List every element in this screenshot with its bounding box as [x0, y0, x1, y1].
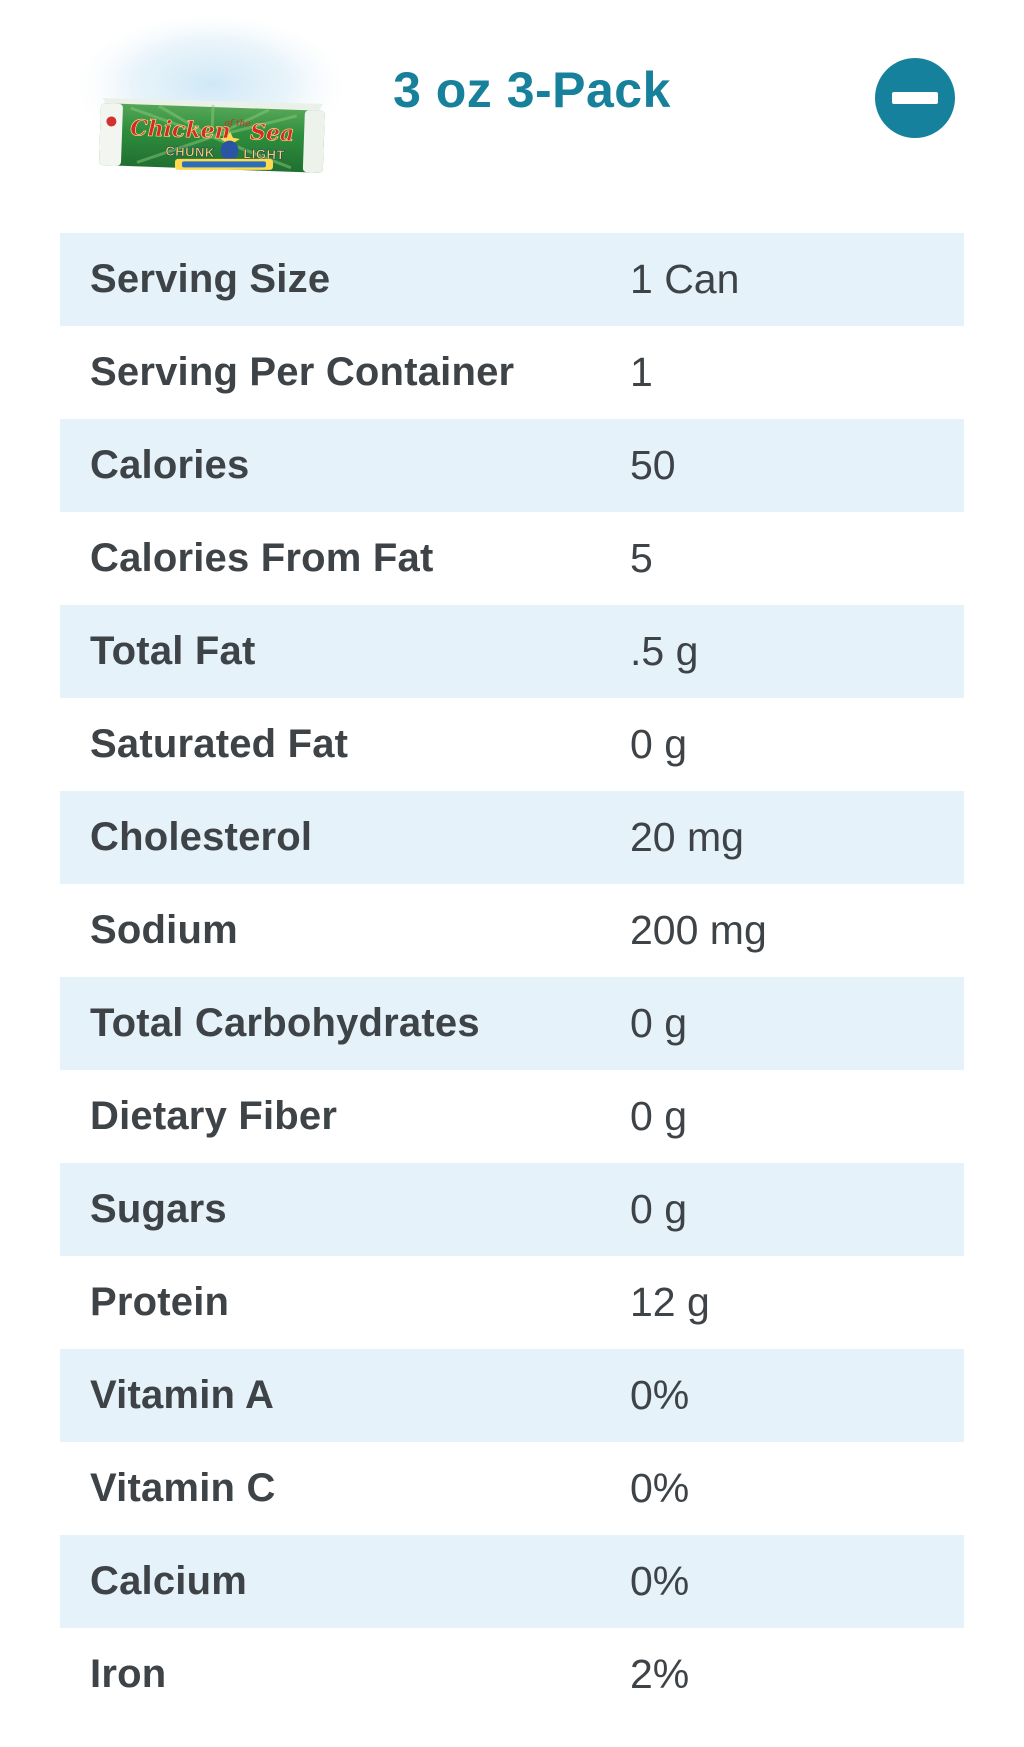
nutrient-label: Vitamin A	[90, 1373, 275, 1417]
product-box-illustration: Chicken of the Sea CHUNK LIGHT	[79, 17, 343, 173]
nutrient-value: 0 g	[630, 1093, 687, 1139]
nutrition-row: Calories From Fat 5	[60, 512, 964, 605]
nutrition-row: Protein 12 g	[60, 1256, 964, 1349]
nutrient-value: 20 mg	[630, 814, 744, 860]
nutrient-value: 2%	[630, 1651, 690, 1697]
nutrient-value: 0 g	[630, 1186, 687, 1232]
nutrient-value: 0%	[630, 1465, 690, 1511]
nutrition-row: Calories 50	[60, 419, 964, 512]
sunburst-rays	[130, 104, 298, 170]
nutrient-label: Calcium	[90, 1559, 248, 1603]
brand-text-chicken: Chicken	[130, 115, 231, 144]
nutrition-table: Serving Size 1 Can Serving Per Container…	[60, 233, 964, 1721]
nutrient-value: 12 g	[630, 1279, 710, 1325]
nutrition-row: Total Fat .5 g	[60, 605, 964, 698]
nutrient-label: Serving Size	[90, 257, 331, 301]
nutrient-label: Calories From Fat	[90, 536, 434, 580]
banner-ribbon	[174, 158, 273, 170]
brand-text-of-the: of the	[224, 118, 251, 129]
nutrient-value: 0%	[630, 1558, 690, 1604]
nutrient-value: 5	[630, 535, 653, 581]
nutrient-label: Cholesterol	[90, 815, 313, 859]
nutrient-value: 1	[630, 349, 653, 395]
nutrient-value: 1 Can	[630, 256, 740, 302]
nutrient-value: 50	[630, 442, 676, 488]
nutrient-value: .5 g	[630, 628, 699, 674]
nutrient-label: Sugars	[90, 1187, 227, 1231]
nutrient-label: Dietary Fiber	[90, 1094, 338, 1138]
nutrition-row: Serving Per Container 1	[60, 326, 964, 419]
nutrition-row: Sugars 0 g	[60, 1163, 964, 1256]
nutrient-label: Serving Per Container	[90, 350, 515, 394]
variant-text-light: LIGHT	[243, 146, 285, 162]
nutrition-row: Iron 2%	[60, 1628, 964, 1721]
nutrient-label: Total Carbohydrates	[90, 1001, 480, 1045]
nutrient-label: Sodium	[90, 908, 238, 952]
remove-pack-button[interactable]	[875, 58, 955, 138]
product-image: Chicken of the Sea CHUNK LIGHT	[78, 5, 348, 185]
mermaid-icon	[220, 140, 239, 161]
pack-title: 3 oz 3-Pack	[393, 62, 671, 118]
nutrient-value: 0%	[630, 1372, 690, 1418]
nutrient-label: Calories	[90, 443, 250, 487]
brand-text-sea: Sea	[250, 119, 295, 147]
pack-header: Chicken of the Sea CHUNK LIGHT	[0, 0, 1024, 200]
variant-text-chunk: CHUNK	[165, 143, 215, 160]
nutrient-value: 0 g	[630, 721, 687, 767]
nutrient-value: 200 mg	[630, 907, 767, 953]
nutrition-row: Dietary Fiber 0 g	[60, 1070, 964, 1163]
nutrition-row: Total Carbohydrates 0 g	[60, 977, 964, 1070]
heart-mark-icon	[106, 116, 117, 127]
nutrition-row: Serving Size 1 Can	[60, 233, 964, 326]
nutrition-row: Vitamin A 0%	[60, 1349, 964, 1442]
nutrient-label: Total Fat	[90, 629, 256, 673]
nutrition-row: Vitamin C 0%	[60, 1442, 964, 1535]
nutrition-row: Sodium 200 mg	[60, 884, 964, 977]
nutrition-row: Saturated Fat 0 g	[60, 698, 964, 791]
nutrient-label: Saturated Fat	[90, 722, 349, 766]
nutrition-row: Cholesterol 20 mg	[60, 791, 964, 884]
nutrient-label: Iron	[90, 1652, 167, 1696]
nutrient-value: 0 g	[630, 1000, 687, 1046]
nutrition-row: Calcium 0%	[60, 1535, 964, 1628]
nutrient-label: Protein	[90, 1280, 230, 1324]
minus-icon	[892, 92, 938, 104]
nutrient-label: Vitamin C	[90, 1466, 276, 1510]
